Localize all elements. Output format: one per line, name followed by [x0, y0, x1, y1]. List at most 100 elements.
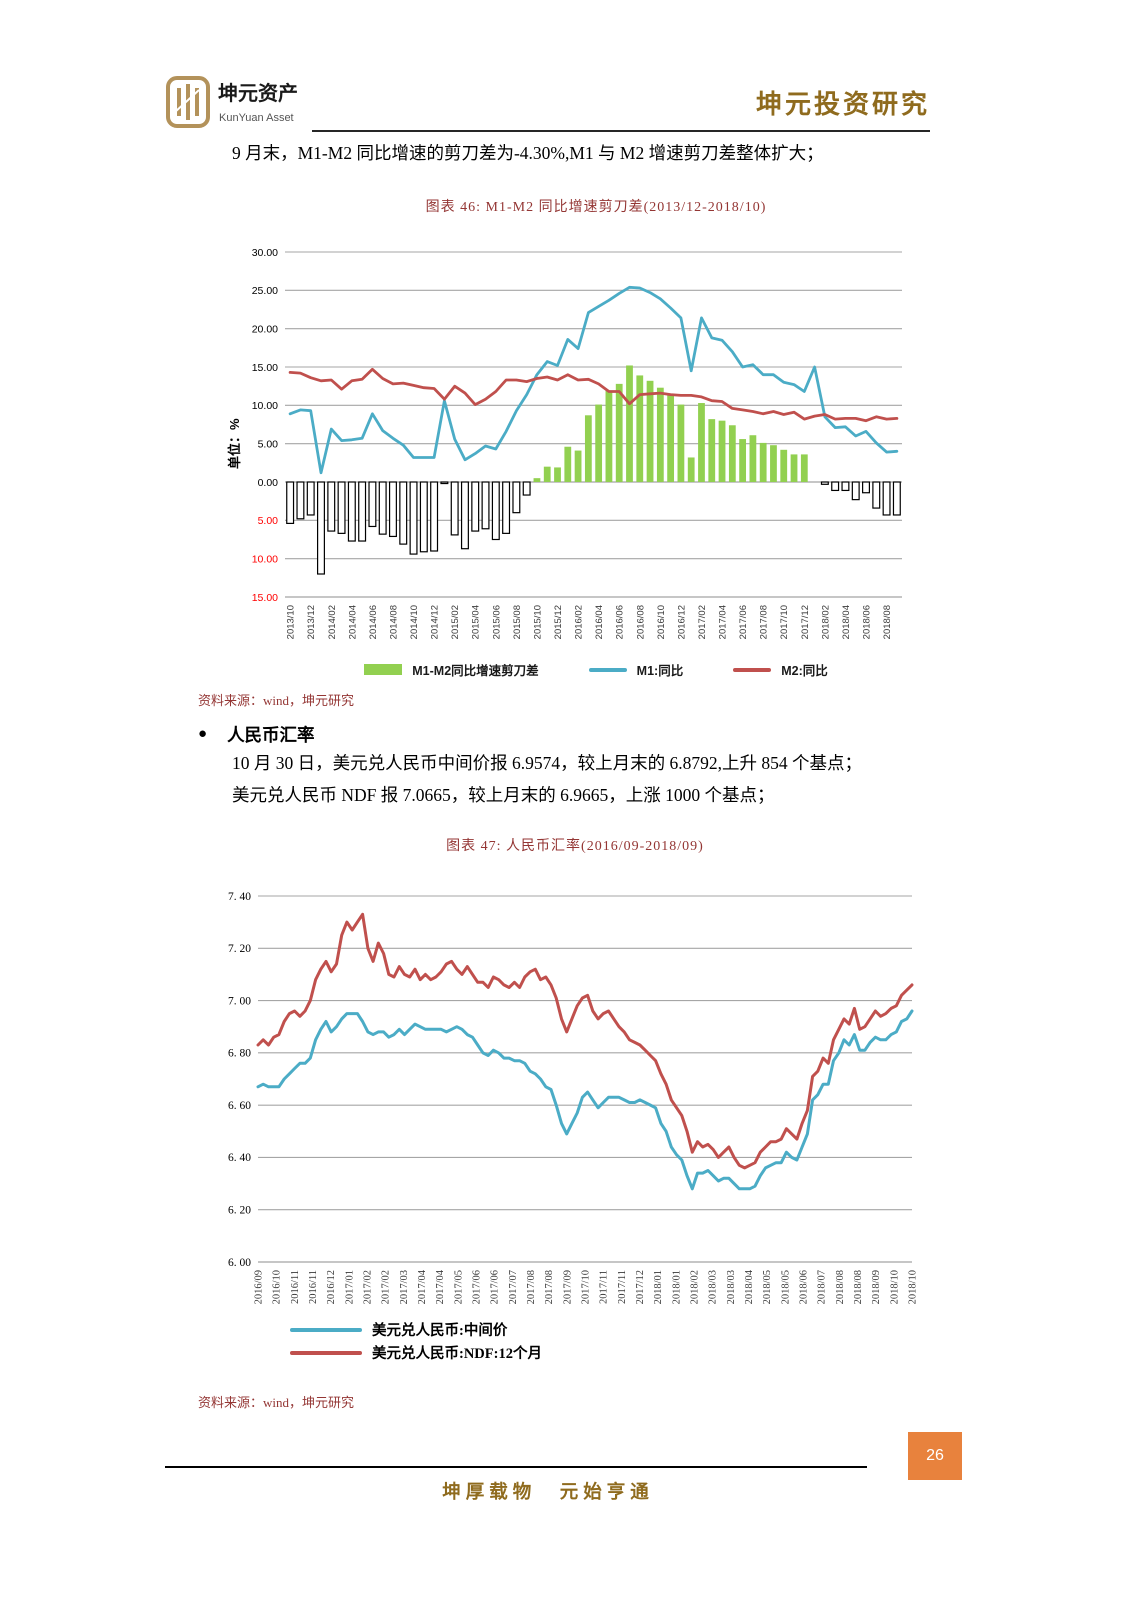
svg-text:2018/07: 2018/07: [817, 1270, 828, 1304]
svg-text:6. 80: 6. 80: [228, 1048, 251, 1060]
svg-text:7. 00: 7. 00: [228, 995, 251, 1007]
svg-text:2018/04: 2018/04: [744, 1269, 755, 1304]
report-series-title: 坤元投资研究: [755, 90, 930, 119]
svg-text:2017/02: 2017/02: [697, 605, 708, 639]
svg-text:2014/08: 2014/08: [388, 605, 399, 639]
svg-text:2018/05: 2018/05: [780, 1270, 791, 1304]
svg-text:30.00: 30.00: [252, 247, 278, 259]
svg-text:2018/01: 2018/01: [671, 1270, 682, 1304]
svg-text:2017/08: 2017/08: [759, 605, 770, 639]
svg-text:2016/09: 2016/09: [254, 1270, 265, 1304]
svg-text:2018/08: 2018/08: [835, 1270, 846, 1304]
svg-text:15.00: 15.00: [252, 362, 278, 374]
footer-divider: [165, 1466, 867, 1468]
section-rmb-fx: ● 人民币汇率: [198, 722, 315, 747]
svg-text:0.00: 0.00: [258, 477, 279, 489]
svg-text:6. 20: 6. 20: [228, 1205, 251, 1217]
svg-text:2018/06: 2018/06: [799, 1270, 810, 1304]
svg-text:5.00: 5.00: [258, 515, 279, 527]
paragraph-fx-2: 美元兑人民币 NDF 报 7.0665，较上月末的 6.9665，上涨 1000…: [232, 785, 775, 805]
svg-text:2018/09: 2018/09: [871, 1270, 882, 1304]
header-divider: [312, 130, 930, 132]
svg-text:2018/02: 2018/02: [820, 605, 831, 639]
svg-text:2013/10: 2013/10: [286, 605, 297, 639]
svg-text:2017/02: 2017/02: [381, 1270, 392, 1304]
svg-text:2018/08: 2018/08: [853, 1270, 864, 1304]
legend-label-m2: M2:同比: [781, 664, 828, 678]
svg-text:2017/11: 2017/11: [599, 1270, 610, 1304]
paragraph-m1-m2: 9 月末，M1-M2 同比增速的剪刀差为-4.30%,M1 与 M2 增速剪刀差…: [232, 143, 824, 163]
legend-label-ndf: 美元兑人民币:NDF:12个月: [372, 1346, 542, 1362]
svg-text:2014/12: 2014/12: [430, 605, 441, 639]
svg-text:5.00: 5.00: [258, 438, 279, 450]
svg-text:2018/04: 2018/04: [841, 605, 852, 639]
svg-text:2016/06: 2016/06: [615, 605, 626, 639]
svg-text:2016/12: 2016/12: [326, 1270, 337, 1304]
svg-text:2018/06: 2018/06: [862, 605, 873, 639]
company-name-en: KunYuan Asset: [219, 112, 294, 124]
svg-text:2017/08: 2017/08: [544, 1270, 555, 1304]
svg-text:2014/06: 2014/06: [368, 605, 379, 639]
footer-motto: 坤厚载物 元始亨通: [442, 1483, 654, 1503]
chart47-source: 资料来源：wind，坤元研究: [198, 1395, 355, 1410]
company-logo-icon: [165, 76, 211, 128]
chart46-title: 图表 46: M1-M2 同比增速剪刀差(2013/12-2018/10): [425, 200, 767, 215]
svg-text:7. 20: 7. 20: [228, 943, 251, 955]
svg-text:2017/04: 2017/04: [435, 1269, 446, 1304]
svg-text:2017/09: 2017/09: [562, 1270, 573, 1304]
legend-label-scissors: M1-M2同比增速剪刀差: [412, 664, 539, 678]
legend-swatch-parity: [290, 1327, 362, 1332]
svg-text:2017/10: 2017/10: [779, 605, 790, 639]
company-name: 坤元资产: [218, 83, 298, 105]
svg-text:2018/10: 2018/10: [889, 1270, 900, 1304]
svg-text:2017/06: 2017/06: [490, 1270, 501, 1304]
svg-text:2017/06: 2017/06: [738, 605, 749, 639]
page-number-badge: 26: [908, 1432, 962, 1480]
paragraph-fx-1: 10 月 30 日，美元兑人民币中间价报 6.9574，较上月末的 6.8792…: [232, 753, 862, 773]
svg-text:单位：%: 单位：%: [227, 418, 242, 469]
svg-text:2018/08: 2018/08: [882, 605, 893, 639]
svg-text:2016/08: 2016/08: [635, 605, 646, 639]
svg-text:2015/08: 2015/08: [512, 605, 523, 639]
svg-text:2014/10: 2014/10: [409, 605, 420, 639]
section-title: 人民币汇率: [227, 725, 315, 745]
svg-text:2016/11: 2016/11: [290, 1270, 301, 1304]
chart46-legend: M1-M2同比增速剪刀差 M1:同比 M2:同比: [225, 660, 967, 679]
svg-text:2017/07: 2017/07: [508, 1270, 519, 1304]
svg-text:10.00: 10.00: [252, 400, 278, 412]
svg-text:6. 60: 6. 60: [228, 1100, 251, 1112]
legend-swatch-m2: [733, 667, 772, 672]
svg-text:25.00: 25.00: [252, 285, 278, 297]
svg-text:2014/04: 2014/04: [347, 605, 358, 639]
svg-text:6. 00: 6. 00: [228, 1257, 251, 1269]
chart47-title: 图表 47: 人民币汇率(2016/09-2018/09): [446, 839, 704, 854]
svg-text:2018/01: 2018/01: [653, 1270, 664, 1304]
svg-text:2017/11: 2017/11: [617, 1270, 628, 1304]
rmb-fx-chart-svg: 7. 40 7. 20 7. 00 6. 80 6. 60 6. 40 6. 20 6. 00…: [228, 891, 919, 1305]
svg-text:2017/02: 2017/02: [363, 1270, 374, 1304]
svg-text:6. 40: 6. 40: [228, 1152, 251, 1164]
svg-text:2017/12: 2017/12: [800, 605, 811, 639]
svg-text:2015/02: 2015/02: [450, 605, 461, 639]
svg-text:2017/04: 2017/04: [417, 1269, 428, 1304]
svg-text:2015/10: 2015/10: [532, 605, 543, 639]
chart46-source: 资料来源：wind，坤元研究: [198, 693, 355, 708]
svg-text:2018/03: 2018/03: [708, 1270, 719, 1304]
legend-label-m1: M1:同比: [636, 664, 684, 678]
svg-text:2013/12: 2013/12: [306, 605, 317, 639]
svg-text:2018/10: 2018/10: [908, 1270, 919, 1304]
svg-text:2018/03: 2018/03: [726, 1270, 737, 1304]
svg-text:2016/10: 2016/10: [656, 605, 667, 639]
svg-text:2018/05: 2018/05: [762, 1270, 773, 1304]
legend-swatch-ndf: [290, 1350, 362, 1355]
svg-text:2016/10: 2016/10: [272, 1270, 283, 1304]
svg-text:2017/04: 2017/04: [718, 605, 729, 639]
svg-text:2016/11: 2016/11: [308, 1270, 319, 1304]
svg-text:2015/12: 2015/12: [553, 605, 564, 639]
svg-text:15.00: 15.00: [252, 592, 278, 604]
chart47: 7. 40 7. 20 7. 00 6. 80 6. 60 6. 40 6. 20 6. 00…: [225, 865, 925, 1313]
svg-text:2017/10: 2017/10: [581, 1270, 592, 1304]
svg-text:2016/12: 2016/12: [676, 605, 687, 639]
legend-swatch-scissors: [364, 664, 403, 675]
